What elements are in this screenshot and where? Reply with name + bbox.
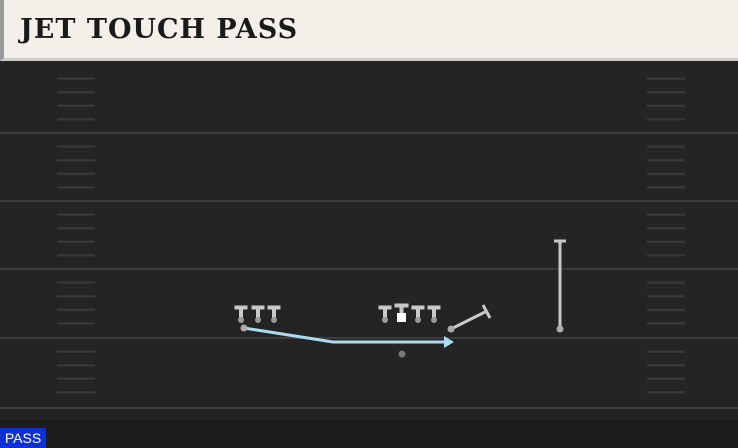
blocker [234, 305, 248, 323]
block-dot [255, 317, 261, 323]
play-type-tag: PASS [0, 428, 46, 448]
block-dot [271, 317, 277, 323]
routes [450, 239, 566, 331]
quarterback [398, 350, 406, 358]
block-stem [432, 305, 436, 319]
receiver [556, 325, 564, 333]
block-stem [383, 305, 387, 319]
block-stem [272, 305, 276, 319]
blocker [251, 305, 265, 323]
block-dot [238, 317, 244, 323]
jet-receiver [240, 324, 248, 332]
blocker [427, 305, 441, 323]
blocker [378, 305, 392, 323]
block-stem [256, 305, 260, 319]
jet-route [243, 326, 454, 348]
block-stem [239, 305, 243, 319]
play-title: JET TOUCH PASS [20, 14, 299, 45]
center [397, 313, 406, 322]
blocker [411, 305, 425, 323]
receiver [447, 325, 455, 333]
block-stem [399, 303, 404, 314]
header: JET TOUCH PASS [0, 0, 738, 61]
block-dot [431, 317, 437, 323]
footer-bg [0, 420, 738, 448]
block-dot [415, 317, 421, 323]
field-bg [0, 60, 738, 420]
blocker [267, 305, 281, 323]
block-stem [416, 305, 420, 319]
block-dot [382, 317, 388, 323]
